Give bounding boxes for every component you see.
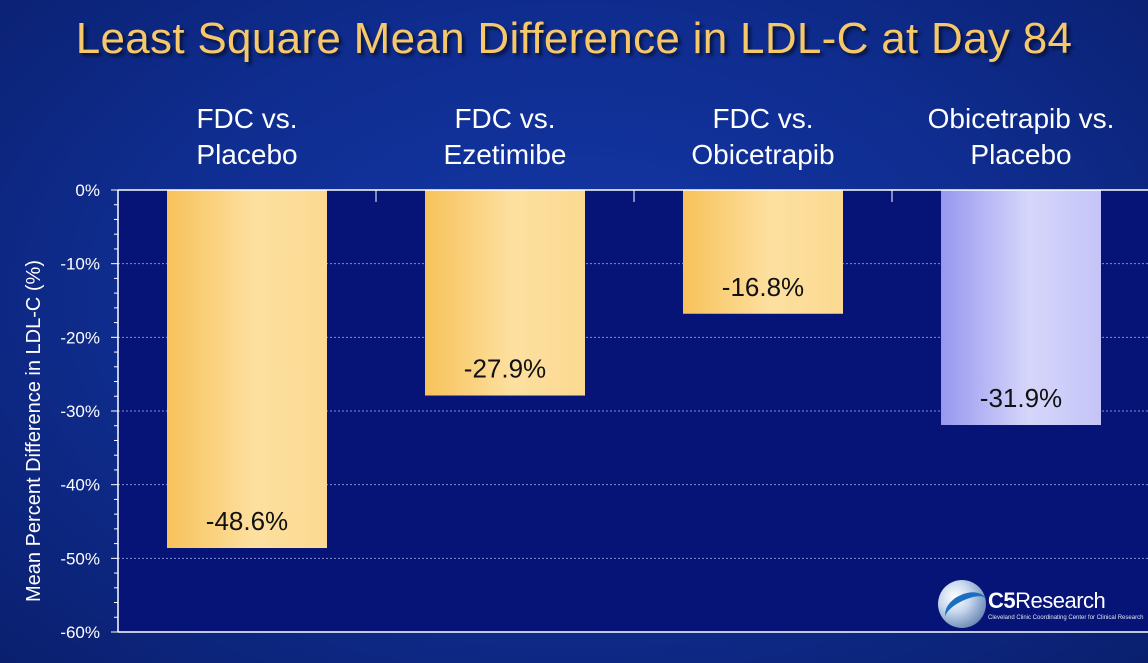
y-tick-label: -30% bbox=[60, 402, 100, 421]
category-label: FDC vs. bbox=[712, 103, 813, 134]
data-label: -16.8% bbox=[722, 272, 804, 302]
chart-title: Least Square Mean Difference in LDL-C at… bbox=[75, 14, 1073, 63]
y-tick-label: 0% bbox=[75, 181, 100, 200]
y-axis-label: Mean Percent Difference in LDL-C (%) bbox=[23, 260, 45, 602]
category-label: FDC vs. bbox=[196, 103, 297, 134]
category-label: Obicetrapib vs. bbox=[928, 103, 1115, 134]
logo-subtitle: Cleveland Clinic Coordinating Center for… bbox=[988, 615, 1144, 621]
bar bbox=[941, 190, 1101, 425]
category-label: FDC vs. bbox=[454, 103, 555, 134]
category-label: Placebo bbox=[970, 139, 1071, 170]
y-tick-label: -60% bbox=[60, 623, 100, 642]
category-label: Placebo bbox=[196, 139, 297, 170]
bar bbox=[167, 190, 327, 549]
category-label: Obicetrapib bbox=[691, 139, 834, 170]
globe-icon bbox=[938, 580, 986, 628]
y-tick-label: -50% bbox=[60, 549, 100, 568]
logo-text: C5Research bbox=[988, 588, 1106, 613]
bar bbox=[425, 190, 585, 396]
c5research-logo: C5Research Cleveland Clinic Coordinating… bbox=[938, 578, 1143, 638]
y-tick-label: -10% bbox=[60, 255, 100, 274]
data-label: -48.6% bbox=[206, 506, 288, 536]
data-label: -31.9% bbox=[980, 383, 1062, 413]
bar bbox=[683, 190, 843, 314]
y-tick-label: -20% bbox=[60, 328, 100, 347]
y-tick-label: -40% bbox=[60, 476, 100, 495]
data-label: -27.9% bbox=[464, 354, 546, 384]
category-label: Ezetimibe bbox=[444, 139, 567, 170]
